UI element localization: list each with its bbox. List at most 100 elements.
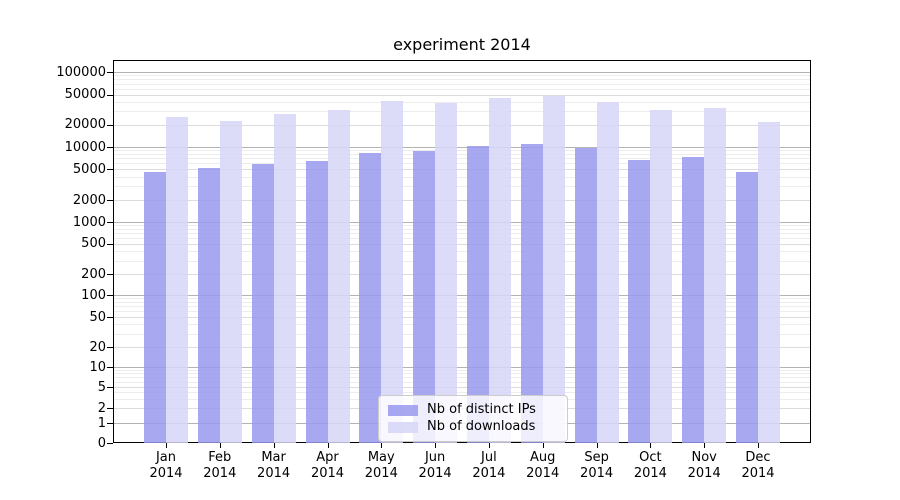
y-tick-label-1: 1: [97, 415, 106, 431]
gridline-minor: [114, 88, 810, 90]
gridline-minor: [114, 377, 810, 379]
x-tick-month: Sep: [584, 450, 609, 465]
bar-distinct-ips-nov: [682, 156, 705, 443]
x-tick-mark: [219, 443, 221, 448]
chart-title: experiment 2014: [393, 35, 531, 54]
bar-downloads-jul: [488, 97, 511, 443]
x-tick-year: 2014: [526, 466, 560, 481]
y-tick-mark: [107, 243, 113, 245]
x-tick-month: Dec: [745, 450, 771, 465]
legend-swatch-downloads: [388, 421, 418, 433]
gridline: [114, 147, 810, 148]
x-tick-mark: [596, 443, 598, 448]
plot-area: [113, 60, 811, 443]
gridline-minor: [114, 373, 810, 375]
legend-item-downloads: Nb of downloads: [388, 419, 558, 435]
y-tick-mark: [107, 408, 113, 409]
gridline-minor: [114, 150, 810, 152]
gridline: [114, 200, 810, 201]
gridline-minor: [114, 392, 810, 394]
y-tick-label-100: 100: [81, 287, 106, 303]
x-tick-year: 2014: [741, 466, 775, 481]
x-tick-label-mar: Mar 2014: [244, 450, 304, 482]
x-tick-month: Mar: [261, 450, 286, 465]
gridline-minor: [114, 237, 810, 239]
gridline-minor: [114, 306, 810, 308]
bar-distinct-ips-jun: [413, 151, 436, 443]
y-tick-mark: [107, 124, 113, 126]
x-tick-mark: [273, 443, 275, 448]
y-tick-label-50000: 50000: [64, 87, 106, 102]
x-tick-month: Apr: [316, 450, 339, 465]
x-tick-month: Jan: [155, 450, 177, 465]
y-tick-label-2000: 2000: [72, 192, 106, 208]
y-tick-mark: [107, 367, 113, 368]
gridline-minor: [114, 225, 810, 227]
x-tick-year: 2014: [257, 466, 291, 481]
x-tick-mark: [435, 443, 437, 448]
x-tick-label-oct: Oct 2014: [620, 450, 680, 482]
y-tick-label-500: 500: [81, 236, 106, 251]
gridline: [114, 387, 810, 388]
x-tick-month: May: [367, 450, 395, 465]
x-tick-year: 2014: [418, 466, 452, 481]
gridline: [114, 94, 810, 96]
gridline-minor: [114, 311, 810, 313]
y-tick-mark: [107, 147, 113, 148]
x-tick-month: Jun: [424, 450, 446, 465]
bar-downloads-feb: [219, 121, 242, 443]
bar-distinct-ips-sep: [574, 148, 597, 443]
legend-swatch-distinct-ips: [388, 404, 418, 416]
x-tick-mark: [381, 443, 383, 448]
bar-downloads-mar: [273, 113, 296, 443]
bar-downloads-may: [381, 101, 404, 443]
gridline: [114, 367, 810, 368]
y-tick-label-100000: 100000: [56, 64, 106, 80]
x-tick-year: 2014: [633, 466, 667, 481]
bar-distinct-ips-may: [359, 152, 382, 443]
legend: Nb of distinct IPs Nb of downloads: [378, 395, 568, 442]
gridline-minor: [114, 186, 810, 188]
y-tick-label-2: 2: [97, 400, 106, 416]
bar-distinct-ips-aug: [520, 143, 543, 443]
x-tick-label-jul: Jul 2014: [459, 450, 519, 482]
legend-label-downloads: Nb of downloads: [427, 419, 536, 434]
x-tick-label-jun: Jun 2014: [405, 450, 465, 482]
y-tick-mark: [107, 423, 113, 424]
gridline-minor: [114, 370, 810, 371]
y-tick-label-20000: 20000: [64, 117, 106, 132]
x-tick-label-may: May 2014: [351, 450, 411, 482]
gridline-minor: [114, 298, 810, 300]
x-tick-mark: [650, 443, 652, 448]
gridline-minor: [114, 381, 810, 383]
gridline-minor: [114, 163, 810, 165]
gridline: [114, 295, 810, 296]
gridline-minor: [114, 228, 810, 230]
y-tick-mark: [107, 169, 113, 170]
x-tick-label-feb: Feb 2014: [190, 450, 250, 482]
y-tick-label-10000: 10000: [64, 139, 106, 155]
bar-downloads-jun: [435, 102, 458, 443]
y-tick-label-50: 50: [89, 309, 106, 325]
gridline: [114, 72, 810, 73]
x-tick-label-apr: Apr 2014: [298, 450, 358, 482]
gridline-minor: [114, 158, 810, 160]
gridline: [114, 124, 810, 126]
x-tick-year: 2014: [203, 466, 237, 481]
gridline-minor: [114, 111, 810, 113]
gridline: [114, 243, 810, 245]
y-tick-mark: [107, 443, 113, 444]
y-tick-mark: [107, 94, 113, 96]
bar-distinct-ips-jul: [466, 146, 489, 443]
x-tick-month: Aug: [529, 450, 556, 465]
gridline-minor: [114, 333, 810, 335]
bar-downloads-jan: [166, 117, 188, 443]
x-tick-year: 2014: [364, 466, 398, 481]
bar-downloads-apr: [327, 110, 350, 443]
y-tick-mark: [107, 222, 113, 223]
y-tick-label-10: 10: [89, 359, 106, 375]
bar-distinct-ips-feb: [197, 167, 220, 443]
x-tick-month: Nov: [691, 450, 717, 465]
x-tick-mark: [166, 443, 167, 448]
x-tick-label-jan: Jan 2014: [136, 450, 196, 482]
